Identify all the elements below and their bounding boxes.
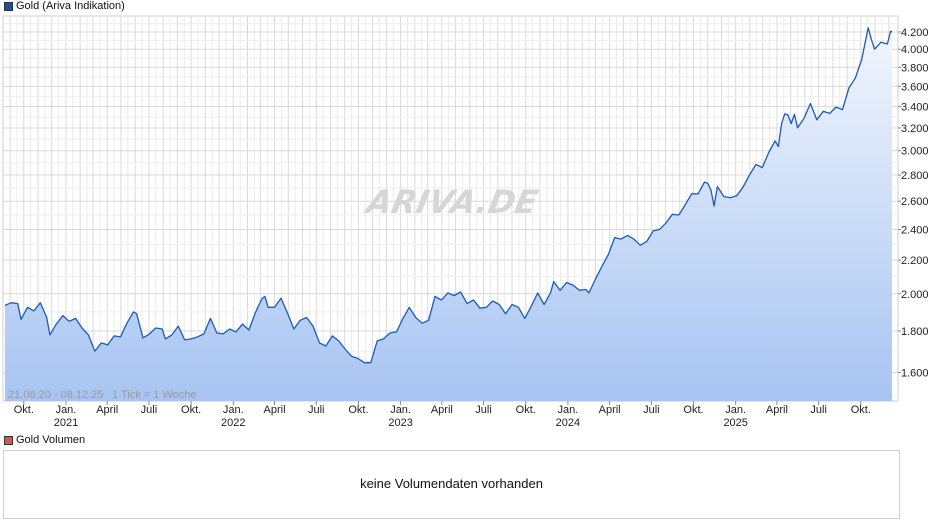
y-tick-label: 2.400 (901, 224, 929, 236)
price-line (4, 27, 893, 364)
x-year-label: 2021 (54, 417, 78, 429)
x-year-label: 2023 (388, 417, 412, 429)
tick-info: 1 Tick = 1 Woche (112, 389, 196, 401)
x-tick-label: Okt. (683, 404, 703, 416)
watermark: ARIVA.DE (360, 183, 541, 221)
y-tick-label: 4.000 (901, 44, 929, 56)
x-year-label: 2025 (723, 417, 747, 429)
y-tick-label: 1.600 (901, 368, 929, 380)
x-tick-label: Jan. (223, 404, 244, 416)
x-tick-label: Okt. (516, 404, 536, 416)
x-tick-label: Okt. (14, 404, 34, 416)
y-tick-label: 2.000 (901, 289, 929, 301)
y-tick-label: 3.200 (901, 123, 929, 135)
volume-panel: keine Volumendaten vorhanden (3, 450, 900, 519)
x-tick-label: April (264, 404, 286, 416)
x-tick-label: Juli (643, 404, 660, 416)
volume-legend-label: Gold Volumen (16, 434, 86, 446)
y-tick-label: 2.200 (901, 255, 929, 267)
price-area (5, 27, 892, 401)
y-tick-label: 3.600 (901, 81, 929, 93)
x-tick-label: Okt. (851, 404, 871, 416)
x-year-label: 2022 (221, 417, 245, 429)
x-tick-label: Juli (810, 404, 827, 416)
gold-legend-label: Gold (Ariva Indikation) (16, 0, 125, 12)
x-tick-label: Jan. (558, 404, 579, 416)
y-tick-label: 2.800 (901, 170, 929, 182)
x-tick-label: April (96, 404, 118, 416)
y-tick-label: 4.200 (901, 27, 929, 39)
y-tick-label: 2.600 (901, 196, 929, 208)
y-tick-label: 3.000 (901, 146, 929, 158)
x-tick-label: April (599, 404, 621, 416)
y-tick-label: 1.800 (901, 326, 929, 338)
volume-legend-swatch (4, 436, 13, 445)
x-tick-label: Juli (141, 404, 158, 416)
x-tick-label: April (766, 404, 788, 416)
x-tick-label: Juli (308, 404, 325, 416)
x-tick-label: Okt. (181, 404, 201, 416)
x-tick-label: April (431, 404, 453, 416)
x-tick-label: Juli (475, 404, 492, 416)
y-tick-label: 3.400 (901, 102, 929, 114)
gold-legend-swatch (4, 2, 13, 11)
x-tick-label: Jan. (56, 404, 77, 416)
x-tick-label: Okt. (348, 404, 368, 416)
x-tick-label: Jan. (390, 404, 411, 416)
no-volume-message: keine Volumendaten vorhanden (360, 476, 543, 491)
x-tick-label: Jan. (725, 404, 746, 416)
y-tick-label: 3.800 (901, 62, 929, 74)
date-range-info: 21.08.20 - 08.12.25 (8, 389, 103, 401)
x-year-label: 2024 (556, 417, 580, 429)
